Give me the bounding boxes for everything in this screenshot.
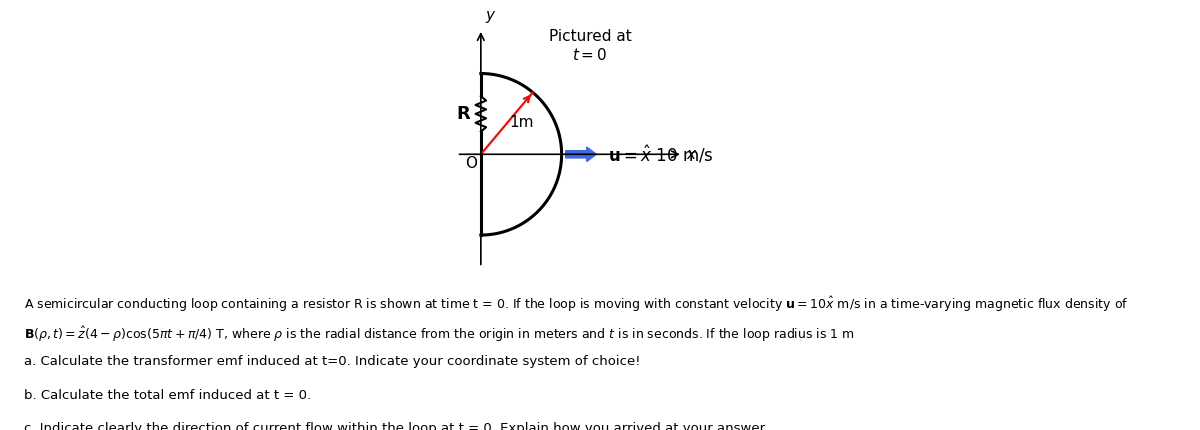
Text: $\mathbf{u} = \hat{x}\ 10\ \mathrm{m/s}$: $\mathbf{u} = \hat{x}\ 10\ \mathrm{m/s}$ bbox=[608, 144, 714, 165]
Text: b. Calculate the total emf induced at t = 0.: b. Calculate the total emf induced at t … bbox=[24, 389, 311, 402]
FancyArrow shape bbox=[565, 147, 596, 162]
Text: A semicircular conducting loop containing a resistor R is shown at time t = 0. I: A semicircular conducting loop containin… bbox=[24, 295, 1128, 313]
Text: 1m: 1m bbox=[509, 115, 534, 130]
Text: c. Indicate clearly the direction of current flow within the loop at t = 0. Expl: c. Indicate clearly the direction of cur… bbox=[24, 422, 768, 430]
Text: a. Calculate the transformer emf induced at t=0. Indicate your coordinate system: a. Calculate the transformer emf induced… bbox=[24, 355, 641, 368]
Text: R: R bbox=[456, 105, 470, 123]
Text: Pictured at: Pictured at bbox=[548, 29, 631, 44]
Text: $\mathbf{B}(\rho, t) = \hat{z}(4 - \rho)\cos(5\pi t + \pi/4)$ T, where $\rho$ is: $\mathbf{B}(\rho, t) = \hat{z}(4 - \rho)… bbox=[24, 325, 854, 344]
Text: $t=0$: $t=0$ bbox=[572, 47, 607, 63]
Text: O: O bbox=[466, 157, 478, 172]
Text: x: x bbox=[686, 147, 696, 162]
Text: y: y bbox=[485, 9, 494, 23]
